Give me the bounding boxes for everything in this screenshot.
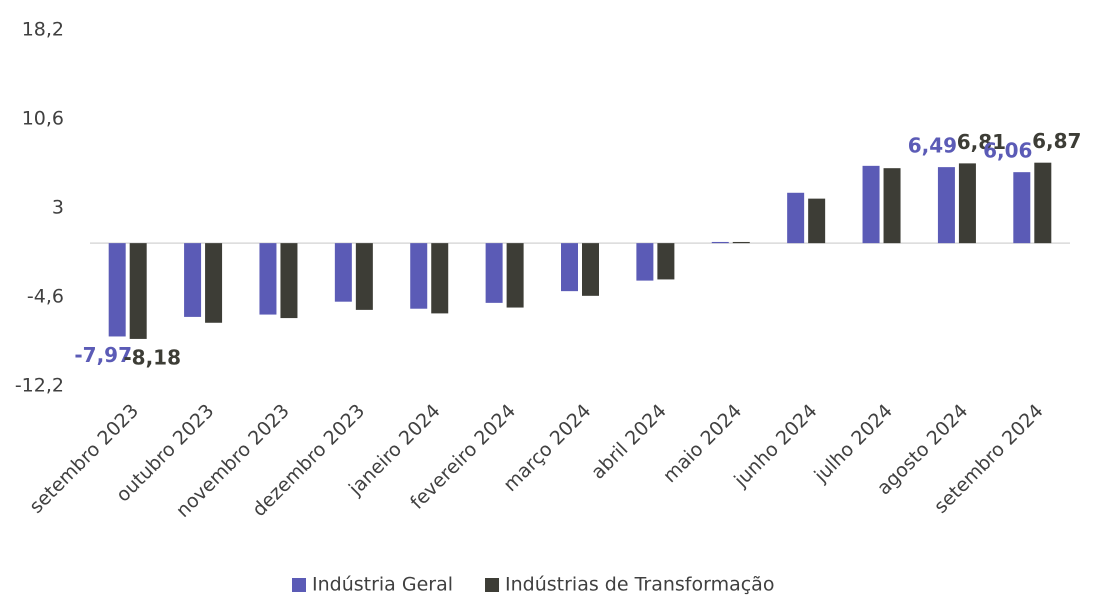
bar (862, 165, 880, 244)
bar (582, 243, 599, 296)
value-label: 6,06 (983, 139, 1032, 163)
bar (732, 241, 750, 244)
bar (958, 163, 976, 244)
bar (280, 243, 298, 319)
bar (334, 243, 352, 302)
value-label: -8,18 (123, 345, 181, 369)
bar (787, 192, 805, 244)
bar (1034, 162, 1052, 244)
bar (485, 243, 503, 303)
bar (561, 243, 578, 292)
legend-label: Indústria Geral (312, 574, 453, 596)
bar (355, 243, 373, 310)
bar (184, 243, 202, 317)
bar (506, 243, 524, 308)
value-label: 6,49 (908, 134, 957, 158)
value-label: -7,97 (74, 343, 132, 367)
legend-swatch (485, 578, 500, 592)
bar (129, 243, 147, 339)
y-tick-label: 3 (52, 197, 64, 219)
bar (883, 168, 901, 244)
legend-swatch (292, 578, 306, 592)
value-label: 6,87 (1032, 129, 1081, 153)
legend-label: Indústrias de Transformação (505, 574, 774, 596)
y-tick-label: -4,6 (27, 286, 64, 308)
bar (636, 243, 654, 281)
bar (937, 167, 955, 244)
bar (410, 243, 428, 309)
bar (657, 243, 675, 280)
y-tick-label: 18,2 (22, 19, 64, 41)
bar (205, 243, 223, 323)
y-tick-label: 10,6 (22, 108, 64, 130)
bar (259, 243, 277, 315)
y-tick-label: -12,2 (15, 375, 64, 397)
bar (1013, 172, 1031, 244)
bar (711, 241, 729, 244)
value-label: 6,81 (957, 130, 1006, 154)
bar (431, 243, 449, 314)
bar (108, 243, 126, 337)
bar (808, 198, 826, 244)
